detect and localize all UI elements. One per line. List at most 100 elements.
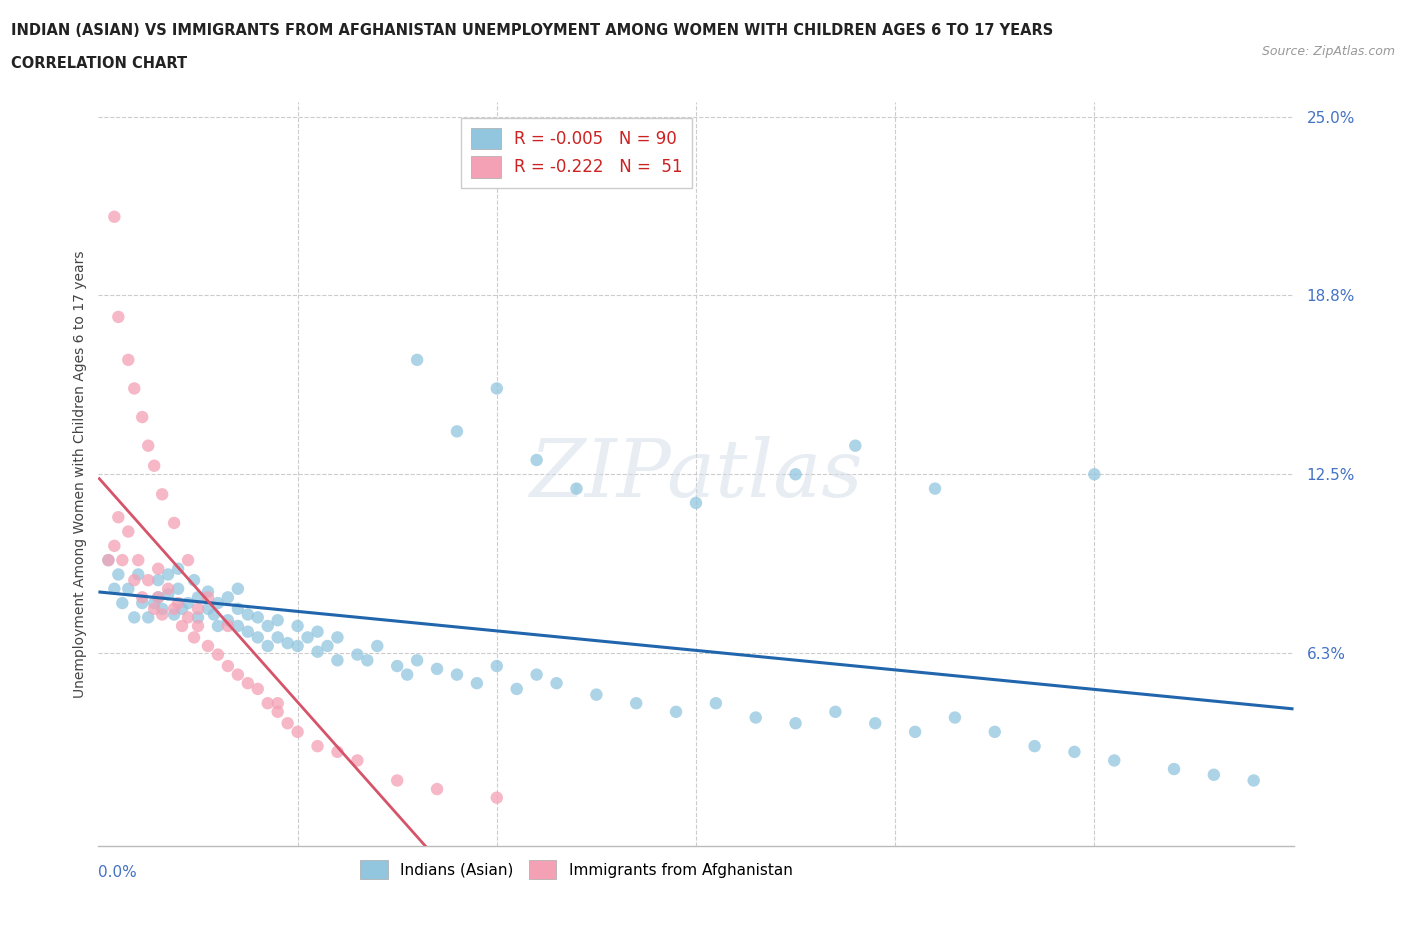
Point: [287, 639, 309, 654]
Point: [143, 595, 166, 610]
Legend: Indians (Asian), Immigrants from Afghanistan: Indians (Asian), Immigrants from Afghani…: [353, 852, 800, 887]
Point: [150, 607, 173, 622]
Point: [217, 590, 239, 604]
Point: [485, 790, 508, 805]
Point: [163, 602, 186, 617]
Point: [785, 716, 807, 731]
Point: [1063, 744, 1085, 759]
Point: [117, 525, 139, 539]
Point: [136, 610, 159, 625]
Point: [136, 573, 159, 588]
Point: [226, 581, 249, 596]
Point: [385, 773, 409, 788]
Point: [150, 602, 173, 617]
Point: [97, 552, 120, 567]
Point: [297, 630, 319, 644]
Point: [485, 381, 508, 396]
Point: [565, 481, 588, 496]
Point: [187, 610, 209, 625]
Point: [107, 567, 129, 582]
Point: [107, 310, 129, 325]
Point: [148, 590, 170, 604]
Point: [665, 704, 688, 719]
Point: [785, 467, 807, 482]
Point: [685, 496, 707, 511]
Point: [267, 630, 290, 644]
Point: [326, 744, 349, 759]
Point: [256, 696, 278, 711]
Point: [226, 618, 249, 633]
Point: [465, 676, 488, 691]
Point: [844, 438, 866, 453]
Point: [131, 409, 153, 424]
Point: [256, 639, 278, 654]
Point: [316, 639, 339, 654]
Point: [163, 515, 186, 530]
Point: [117, 581, 139, 596]
Point: [207, 595, 229, 610]
Point: [406, 352, 429, 367]
Point: [277, 636, 299, 651]
Point: [366, 639, 388, 654]
Point: [485, 658, 508, 673]
Point: [346, 647, 368, 662]
Point: [506, 682, 529, 697]
Point: [143, 602, 166, 617]
Point: [217, 618, 239, 633]
Point: [745, 711, 768, 725]
Point: [624, 696, 647, 711]
Text: Source: ZipAtlas.com: Source: ZipAtlas.com: [1261, 45, 1395, 58]
Text: CORRELATION CHART: CORRELATION CHART: [11, 56, 187, 71]
Point: [904, 724, 927, 739]
Point: [97, 552, 120, 567]
Point: [346, 753, 368, 768]
Point: [246, 610, 269, 625]
Point: [167, 595, 190, 610]
Point: [202, 607, 225, 622]
Point: [396, 667, 419, 682]
Point: [131, 590, 153, 604]
Point: [526, 667, 548, 682]
Point: [187, 618, 209, 633]
Point: [256, 618, 278, 633]
Point: [177, 552, 200, 567]
Point: [197, 602, 219, 617]
Point: [307, 738, 329, 753]
Point: [148, 562, 170, 577]
Point: [103, 581, 125, 596]
Point: [546, 676, 568, 691]
Point: [1202, 767, 1225, 782]
Point: [217, 613, 239, 628]
Point: [267, 613, 290, 628]
Point: [187, 590, 209, 604]
Point: [172, 602, 194, 617]
Point: [167, 562, 190, 577]
Point: [326, 630, 349, 644]
Y-axis label: Unemployment Among Women with Children Ages 6 to 17 years: Unemployment Among Women with Children A…: [73, 250, 87, 698]
Point: [172, 618, 194, 633]
Point: [246, 630, 269, 644]
Point: [863, 716, 886, 731]
Point: [103, 538, 125, 553]
Point: [943, 711, 966, 725]
Point: [131, 595, 153, 610]
Point: [226, 602, 249, 617]
Point: [287, 618, 309, 633]
Text: 0.0%: 0.0%: [98, 865, 138, 880]
Point: [163, 607, 186, 622]
Point: [157, 581, 180, 596]
Point: [177, 595, 200, 610]
Point: [246, 682, 269, 697]
Point: [236, 607, 259, 622]
Point: [111, 595, 134, 610]
Point: [103, 209, 125, 224]
Point: [226, 667, 249, 682]
Point: [207, 618, 229, 633]
Point: [287, 724, 309, 739]
Point: [426, 781, 449, 796]
Point: [277, 716, 299, 731]
Point: [187, 602, 209, 617]
Point: [267, 696, 290, 711]
Point: [983, 724, 1005, 739]
Point: [150, 487, 173, 502]
